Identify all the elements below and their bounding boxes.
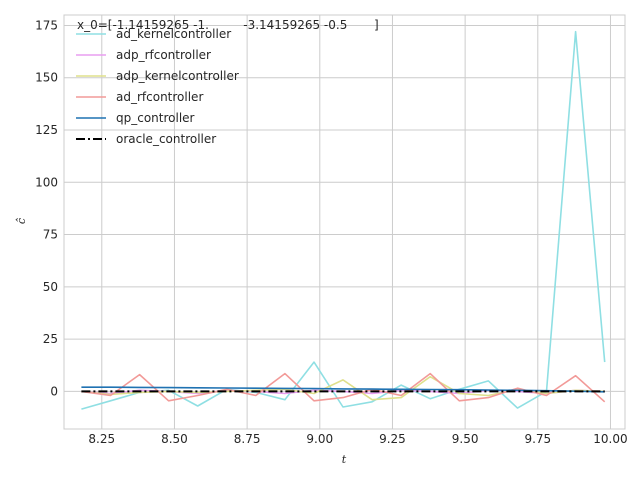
x-axis-label: t	[342, 453, 347, 466]
x-tick-labels: 8.25 8.50 8.75 9.00 9.25 9.50 9.75 10.00	[88, 432, 627, 446]
x-tick-label: 10.00	[593, 432, 627, 446]
legend-label: ad_rfcontroller	[116, 90, 203, 104]
y-tick-label: 0	[50, 384, 58, 398]
legend: ad_kernelcontroller adp_rfcontroller adp_k…	[76, 27, 239, 146]
x-tick-label: 9.00	[306, 432, 333, 446]
y-axis-label: ĉ	[15, 218, 28, 224]
x-tick-label: 8.75	[234, 432, 261, 446]
x-tick-label: 9.25	[379, 432, 406, 446]
y-tick-labels: 0 25 50 75 100 125 150 175	[35, 18, 58, 398]
series-line-ad_kernelcontroller	[81, 30, 606, 410]
y-tick-label: 25	[43, 332, 58, 346]
x-tick-label: 8.50	[161, 432, 188, 446]
plot-frame	[63, 14, 626, 430]
legend-label: ad_kernelcontroller	[116, 27, 231, 41]
legend-label: oracle_controller	[116, 132, 216, 146]
x-tick-label: 9.75	[524, 432, 551, 446]
legend-label: adp_kernelcontroller	[116, 69, 239, 83]
y-tick-label: 100	[35, 175, 58, 189]
y-tick-label: 50	[43, 280, 58, 294]
x-tick-label: 8.25	[88, 432, 115, 446]
legend-label: adp_rfcontroller	[116, 48, 211, 62]
legend-label: qp_controller	[116, 111, 195, 125]
chart-title: x_0=[-1.14159265 -1. -3.14159265 -0.5 ]	[77, 18, 379, 32]
x-tick-label: 9.50	[452, 432, 479, 446]
series-line-ad_rfcontroller	[81, 372, 606, 403]
y-tick-label: 175	[35, 18, 58, 32]
y-tick-label: 150	[35, 71, 58, 85]
plot-background	[64, 15, 625, 429]
series-line-qp_controller	[81, 386, 605, 393]
y-tick-label: 125	[35, 123, 58, 137]
y-tick-label: 75	[43, 228, 58, 242]
series-lines	[81, 30, 606, 410]
